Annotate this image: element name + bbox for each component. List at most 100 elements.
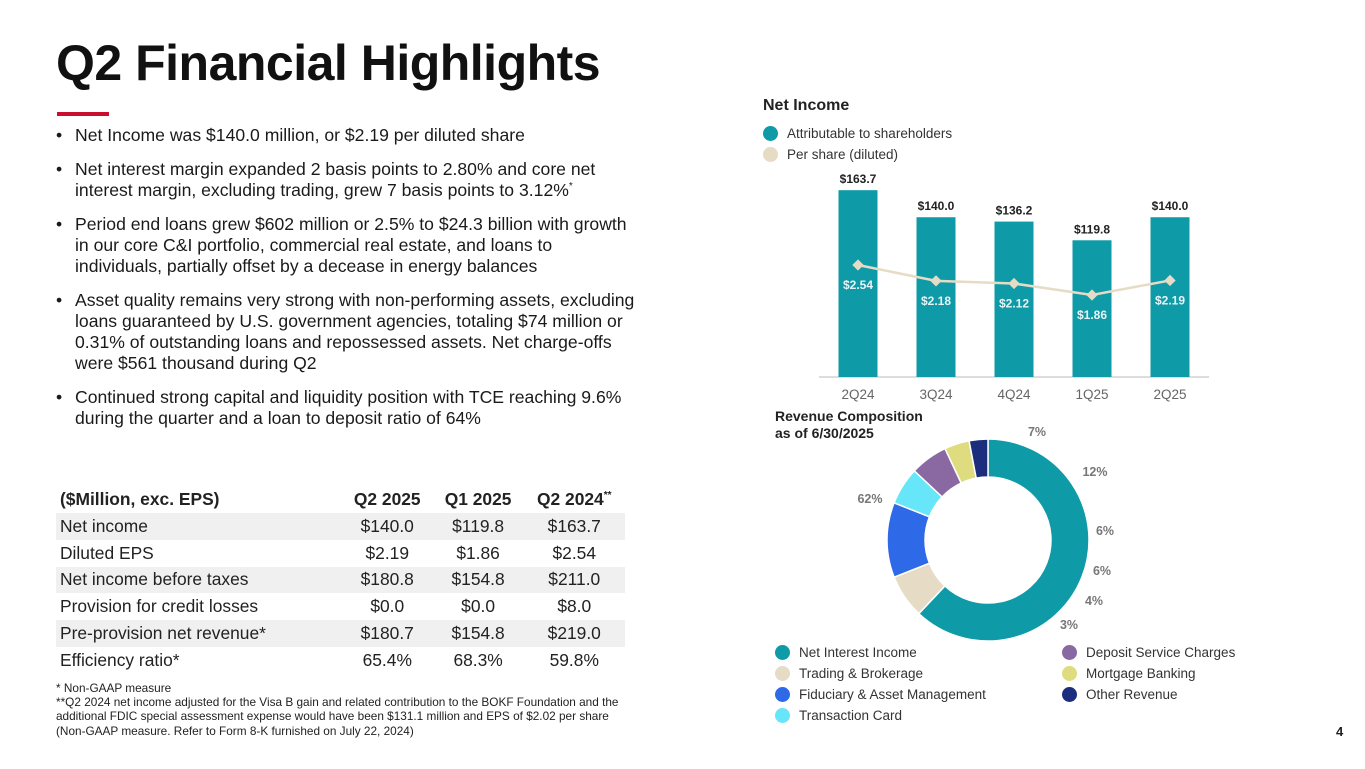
table-header-row: ($Million, exc. EPS) Q2 2025 Q1 2025 Q2 … [56, 485, 625, 513]
value-cell: $180.8 [360, 569, 414, 590]
value-cell: $119.8 [452, 515, 505, 536]
row-label-cell: Pre-provision net revenue* [60, 623, 266, 644]
revenue-chart-title: Revenue Composition [775, 408, 923, 424]
donut-legend-item: Net Interest Income [775, 645, 917, 660]
eps-data-label: $2.18 [921, 294, 951, 308]
financial-table: ($Million, exc. EPS) Q2 2025 Q1 2025 Q2 … [56, 485, 625, 674]
value-cell: $0.0 [461, 596, 496, 617]
table-row: Pre-provision net revenue* $180.7 $154.8 $2… [56, 620, 625, 647]
value-cell: $219.0 [547, 623, 601, 644]
bullet-item: Net interest margin expanded 2 basis poi… [56, 159, 636, 201]
legend-item-attributable: Attributable to shareholders [763, 126, 952, 141]
donut-legend-item: Mortgage Banking [1062, 666, 1196, 681]
column-header: ($Million, exc. EPS) [60, 488, 220, 509]
value-cell: 59.8% [549, 649, 599, 670]
column-header: Q2 2025 [353, 488, 421, 509]
donut-slice [968, 438, 989, 479]
table-row: Efficiency ratio* 65.4% 68.3% 59.8% [56, 647, 625, 674]
legend-swatch [1062, 687, 1077, 702]
net-income-chart: $163.7 2Q24 $2.54 $140.0 3Q24 $2.18 $136.2 4Q24… [819, 172, 1209, 402]
row-label-cell: Net income [60, 515, 148, 536]
eps-point [1008, 277, 1020, 290]
value-cell: $8.0 [557, 596, 592, 617]
title-accent-bar [57, 112, 109, 116]
column-header: Q1 2025 [444, 488, 512, 509]
eps-data-label: $2.54 [843, 278, 873, 292]
table-row: Net income $140.0 $119.8 $163.7 [56, 513, 625, 540]
row-label-cell: Efficiency ratio* [60, 649, 180, 670]
legend-label: Attributable to shareholders [787, 126, 953, 141]
net-income-chart-title: Net Income [763, 97, 850, 114]
table-row: Diluted EPS $2.19 $1.86 $2.54 [56, 540, 625, 567]
footnote-line: * Non-GAAP measure [56, 681, 172, 695]
bullet-text: Net Income was $140.0 million, or $2.19 … [75, 125, 525, 145]
legend-swatch [1062, 645, 1077, 660]
legend-swatch [1062, 666, 1077, 681]
slice-percent-label: 62% [857, 492, 882, 506]
eps-data-label: $1.86 [1077, 308, 1107, 322]
footnote-line: **Q2 2024 net income adjusted for the Vi… [56, 695, 619, 738]
donut-legend-item: Trading & Brokerage [775, 666, 923, 681]
row-label-cell: Provision for credit losses [60, 596, 259, 617]
slice-percent-label: 3% [1060, 618, 1078, 632]
value-cell: $1.86 [456, 542, 500, 563]
legend-label: Transaction Card [799, 708, 903, 723]
donut-legend-item: Deposit Service Charges [1062, 645, 1235, 660]
eps-data-label: $2.19 [1155, 293, 1185, 307]
x-tick-label: 2Q25 [1153, 387, 1186, 402]
bar-2Q25 [1150, 217, 1190, 377]
slice-percent-label: 6% [1096, 524, 1114, 538]
legend-label: Other Revenue [1086, 687, 1178, 702]
row-label-cell: Diluted EPS [60, 542, 154, 563]
legend-label: Trading & Brokerage [799, 666, 924, 681]
value-cell: 65.4% [362, 649, 412, 670]
legend-item-per-share: Per share (diluted) [763, 147, 898, 162]
value-cell: $0.0 [370, 596, 405, 617]
bar-4Q24 [994, 221, 1034, 377]
legend-label: Net Interest Income [799, 645, 917, 660]
legend-label: Deposit Service Charges [1086, 645, 1236, 660]
slice-percent-label: 7% [1028, 425, 1046, 439]
column-header: Q2 2024** [537, 488, 612, 509]
bullet-footnote-mark: * [568, 181, 573, 193]
value-cell: $140.0 [360, 515, 414, 536]
bullet-text: Period end loans grew $602 million or 2.… [75, 214, 627, 276]
value-cell: $163.7 [547, 515, 601, 536]
legend-swatch [775, 687, 790, 702]
table-row: Net income before taxes $180.8 $154.8 $211.… [56, 566, 625, 594]
page-title: Q2 Financial Highlights [56, 35, 601, 91]
legend-swatch [763, 147, 778, 162]
bar-data-label: $140.0 [1152, 199, 1189, 213]
value-cell: $180.7 [360, 623, 414, 644]
bullet-text: Net interest margin expanded 2 basis poi… [75, 159, 596, 200]
value-cell: $154.8 [451, 623, 505, 644]
value-cell: $2.54 [552, 542, 597, 563]
slice-percent-label: 4% [1085, 594, 1103, 608]
slice-percent-label: 12% [1082, 465, 1107, 479]
revenue-chart-title-block: Revenue Composition as of 6/30/2025 [775, 408, 923, 442]
eps-point [1086, 289, 1098, 301]
bar-3Q24 [916, 217, 956, 377]
table-row: Provision for credit losses $0.0 $0.0 $8.0 [56, 593, 625, 620]
bar-1Q25 [1072, 240, 1112, 377]
page-number: 4 [1336, 724, 1344, 739]
row-label-cell: Net income before taxes [60, 569, 249, 590]
bar-2Q24 [838, 190, 878, 377]
value-cell: 68.3% [453, 649, 503, 670]
eps-point [930, 275, 942, 287]
bar-data-label: $136.2 [996, 204, 1033, 218]
bar-data-label: $119.8 [1074, 222, 1110, 236]
x-tick-label: 4Q24 [997, 387, 1031, 402]
legend-swatch [775, 645, 790, 660]
bullet-item: Net Income was $140.0 million, or $2.19 … [56, 125, 636, 146]
revenue-chart-subtitle: as of 6/30/2025 [775, 425, 874, 441]
donut-legend-item: Fiduciary & Asset Management [775, 687, 986, 702]
eps-point [852, 259, 864, 271]
header-footnote-mark: ** [603, 489, 612, 501]
donut-legend-item: Other Revenue [1062, 687, 1178, 702]
bullet-text: Continued strong capital and liquidity p… [75, 387, 622, 428]
donut-legend-item: Transaction Card [775, 708, 902, 723]
value-cell: $211.0 [548, 569, 601, 590]
bullet-text: Asset quality remains very strong with n… [75, 290, 635, 373]
